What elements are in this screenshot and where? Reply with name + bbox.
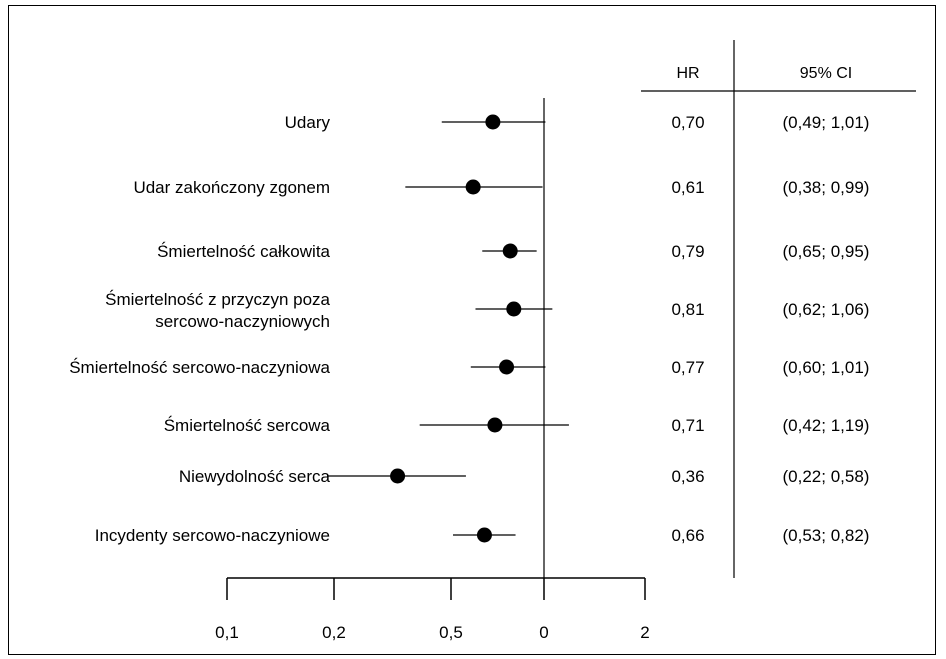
hr-value: 0,66 (671, 526, 704, 545)
hr-point (506, 301, 522, 317)
row-label: Udar zakończony zgonem (133, 178, 330, 197)
forest-row: Udary 0,70 (0,49; 1,01) (285, 113, 870, 132)
hr-column-header: HR (676, 65, 699, 82)
ci-column-header: 95% CI (800, 65, 852, 82)
hr-value: 0,71 (671, 416, 704, 435)
hr-value: 0,79 (671, 242, 704, 261)
hr-value: 0,81 (671, 300, 704, 319)
hr-value: 0,36 (671, 467, 704, 486)
forest-row: Śmiertelność z przyczyn poza sercowo-nacz… (105, 290, 869, 331)
x-tick-label: 0 (539, 623, 548, 642)
forest-row: Śmiertelność całkowita 0,79 (0,65; 0,95) (157, 242, 869, 261)
hr-value: 0,61 (671, 178, 704, 197)
row-label: Incydenty sercowo-naczyniowe (95, 526, 330, 545)
row-label: Śmiertelność całkowita (157, 242, 330, 261)
row-label: Niewydolność serca (179, 467, 331, 486)
x-tick-label: 0,5 (439, 623, 463, 642)
hr-point (502, 243, 518, 259)
ci-value: (0,60; 1,01) (783, 358, 870, 377)
ci-value: (0,49; 1,01) (783, 113, 870, 132)
forest-row: Udar zakończony zgonem 0,61 (0,38; 0,99) (133, 178, 869, 197)
x-tick-label: 2 (640, 623, 649, 642)
ci-value: (0,53; 0,82) (783, 526, 870, 545)
hr-point (476, 527, 492, 543)
chart-frame (8, 5, 936, 655)
forest-row: Niewydolność serca 0,36 (0,22; 0,58) (179, 467, 870, 486)
ci-value: (0,62; 1,06) (783, 300, 870, 319)
ci-value: (0,65; 0,95) (783, 242, 870, 261)
ci-value: (0,22; 0,58) (783, 467, 870, 486)
forest-row: Incydenty sercowo-naczyniowe 0,66 (0,53; 0… (95, 526, 870, 545)
row-label: Śmiertelność z przyczyn poza sercowo-nacz… (105, 290, 330, 331)
hr-point (485, 114, 501, 130)
row-label: Udary (285, 113, 331, 132)
x-tick-label: 0,1 (215, 623, 239, 642)
ci-value: (0,38; 0,99) (783, 178, 870, 197)
row-label: Śmiertelność sercowa (164, 416, 331, 435)
hr-point (390, 468, 406, 484)
hr-point (499, 359, 515, 375)
hr-value: 0,77 (671, 358, 704, 377)
hr-value: 0,70 (671, 113, 704, 132)
forest-row: Śmiertelność sercowo-naczyniowa 0,77 (0,60… (69, 358, 869, 377)
ci-value: (0,42; 1,19) (783, 416, 870, 435)
row-label: Śmiertelność sercowo-naczyniowa (69, 358, 330, 377)
hr-point (465, 179, 481, 195)
x-tick-label: 0,2 (322, 623, 346, 642)
hr-point (487, 417, 503, 433)
forest-row: Śmiertelność sercowa 0,71 (0,42; 1,19) (164, 416, 870, 435)
